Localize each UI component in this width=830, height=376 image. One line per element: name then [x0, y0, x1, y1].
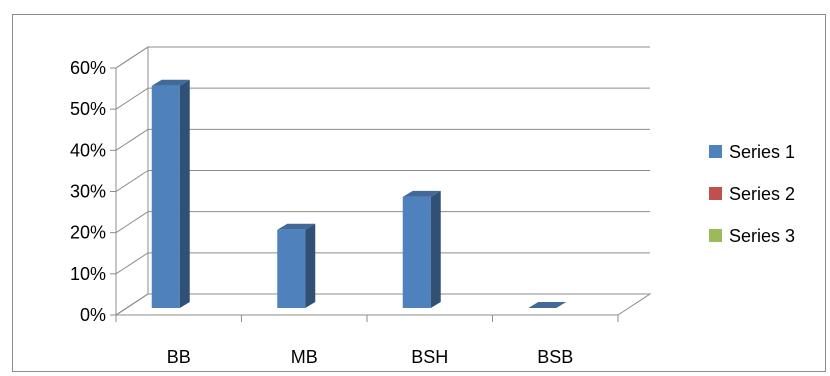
legend-label: Series 1 — [729, 142, 795, 162]
bar-top — [151, 79, 190, 86]
bar-bsb — [528, 302, 567, 308]
y-tick-label: 50% — [70, 99, 106, 119]
y-tick-label: 40% — [70, 140, 106, 160]
bar-bb — [151, 79, 190, 308]
legend-swatch — [709, 145, 722, 158]
y-axis: 0% 10% 20% 30% 40% 50% 60% — [70, 58, 116, 325]
bar-bsh — [402, 190, 441, 308]
legend-label: Series 3 — [729, 226, 795, 246]
legend-label: Series 2 — [729, 184, 795, 204]
y-tick-label: 60% — [70, 58, 106, 78]
legend-item: Series 1 — [709, 142, 795, 162]
gridline-side — [115, 293, 149, 316]
bar-side — [305, 223, 316, 308]
gridline-side — [115, 252, 149, 275]
gridline-side — [115, 46, 149, 69]
x-tick-label: MB — [291, 347, 318, 367]
gridlines — [115, 46, 650, 316]
legend-swatch — [709, 229, 722, 242]
y-tick-label: 20% — [70, 223, 106, 243]
legend-item: Series 3 — [709, 226, 795, 246]
bar-side — [430, 190, 441, 308]
floor — [114, 293, 652, 316]
bar-mb — [277, 223, 316, 308]
gridline-side — [115, 87, 149, 110]
bar-top — [528, 302, 567, 308]
bars — [151, 79, 567, 308]
legend-swatch — [709, 187, 722, 200]
x-tick-label: BSH — [411, 347, 448, 367]
legend: Series 1 Series 2 Series 3 — [709, 142, 795, 246]
x-axis: BB MB BSH BSB — [115, 315, 619, 367]
bar-front — [402, 196, 431, 308]
gridline-side — [115, 170, 149, 192]
bar-front — [277, 229, 306, 308]
x-tick-label: BB — [167, 347, 191, 367]
gridline-side — [115, 128, 149, 151]
bar-top — [277, 223, 316, 230]
legend-item: Series 2 — [709, 184, 795, 204]
bar-side — [179, 79, 190, 308]
bar-front — [151, 85, 180, 308]
chart-walls — [114, 46, 652, 316]
y-tick-label: 30% — [70, 182, 106, 202]
x-tick-label: BSB — [537, 347, 573, 367]
bar-top — [402, 190, 441, 197]
y-tick-label: 10% — [70, 264, 106, 284]
gridline-side — [115, 211, 149, 234]
y-tick-label: 0% — [80, 305, 106, 325]
